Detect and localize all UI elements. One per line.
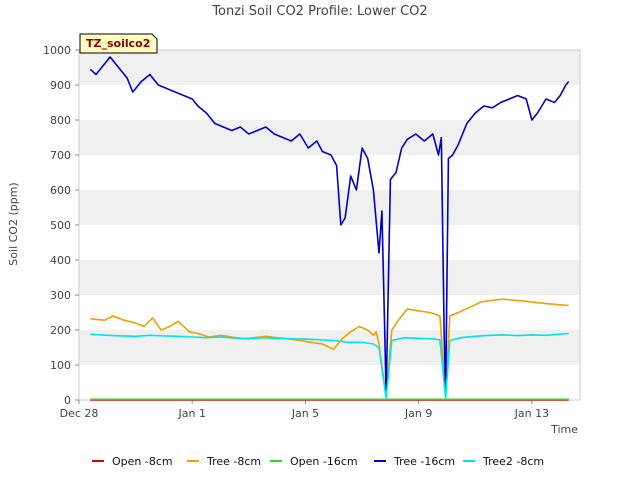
legend-label-tree-8cm: Tree -8cm	[206, 455, 261, 468]
y-tick-label: 700	[50, 149, 71, 162]
series-line-tree2-8cm	[90, 332, 569, 400]
legend-label-open-8cm: Open -8cm	[112, 455, 173, 468]
grid-band	[79, 155, 580, 190]
grid-band	[79, 50, 580, 85]
y-tick-label: 0	[64, 394, 71, 407]
badge-box	[79, 33, 158, 54]
badge: TZ_soilco2	[79, 33, 158, 54]
y-tick-label: 400	[50, 254, 71, 267]
x-axis-ticks: Dec 28 Jan 1 Jan 5 Jan 9 Jan 13	[60, 400, 549, 420]
x-tick-label: Jan 1	[177, 407, 205, 420]
y-axis-label: Soil CO2 (ppm)	[7, 182, 20, 265]
grid-band	[79, 190, 580, 225]
y-tick-label: 500	[50, 219, 71, 232]
grid-band	[79, 295, 580, 330]
x-tick-label: Jan 9	[404, 407, 432, 420]
y-tick-label: 600	[50, 184, 71, 197]
chart-title: Tonzi Soil CO2 Profile: Lower CO2	[211, 4, 427, 19]
x-axis-label: Time	[550, 423, 578, 436]
series-line-tree-8cm	[90, 298, 569, 398]
y-tick-label: 900	[50, 79, 71, 92]
grid-band	[79, 365, 580, 400]
legend: Open -8cm Tree -8cm Open -16cm Tree -16cm Tr…	[92, 455, 544, 468]
grid-band	[79, 260, 580, 295]
y-tick-label: 800	[50, 114, 71, 127]
series-lines	[89, 56, 570, 401]
grid-band	[79, 225, 580, 260]
series-line-tree-16cm	[89, 56, 570, 398]
legend-label-open-16cm: Open -16cm	[290, 455, 358, 468]
y-tick-label: 100	[50, 359, 71, 372]
y-axis-ticks: 0 100 200 300 400 500 600 700 800 900 1000	[43, 44, 79, 407]
y-tick-label: 1000	[43, 44, 71, 57]
badge-label: TZ_soilco2	[86, 37, 150, 50]
y-tick-label: 200	[50, 324, 71, 337]
x-tick-label: Dec 28	[60, 407, 99, 420]
x-tick-label: Jan 13	[514, 407, 549, 420]
x-tick-label: Jan 5	[291, 407, 319, 420]
grid-band	[79, 85, 580, 120]
legend-label-tree2-8cm: Tree2 -8cm	[482, 455, 544, 468]
grid-band	[79, 120, 580, 155]
legend-label-tree-16cm: Tree -16cm	[393, 455, 455, 468]
y-tick-label: 300	[50, 289, 71, 302]
